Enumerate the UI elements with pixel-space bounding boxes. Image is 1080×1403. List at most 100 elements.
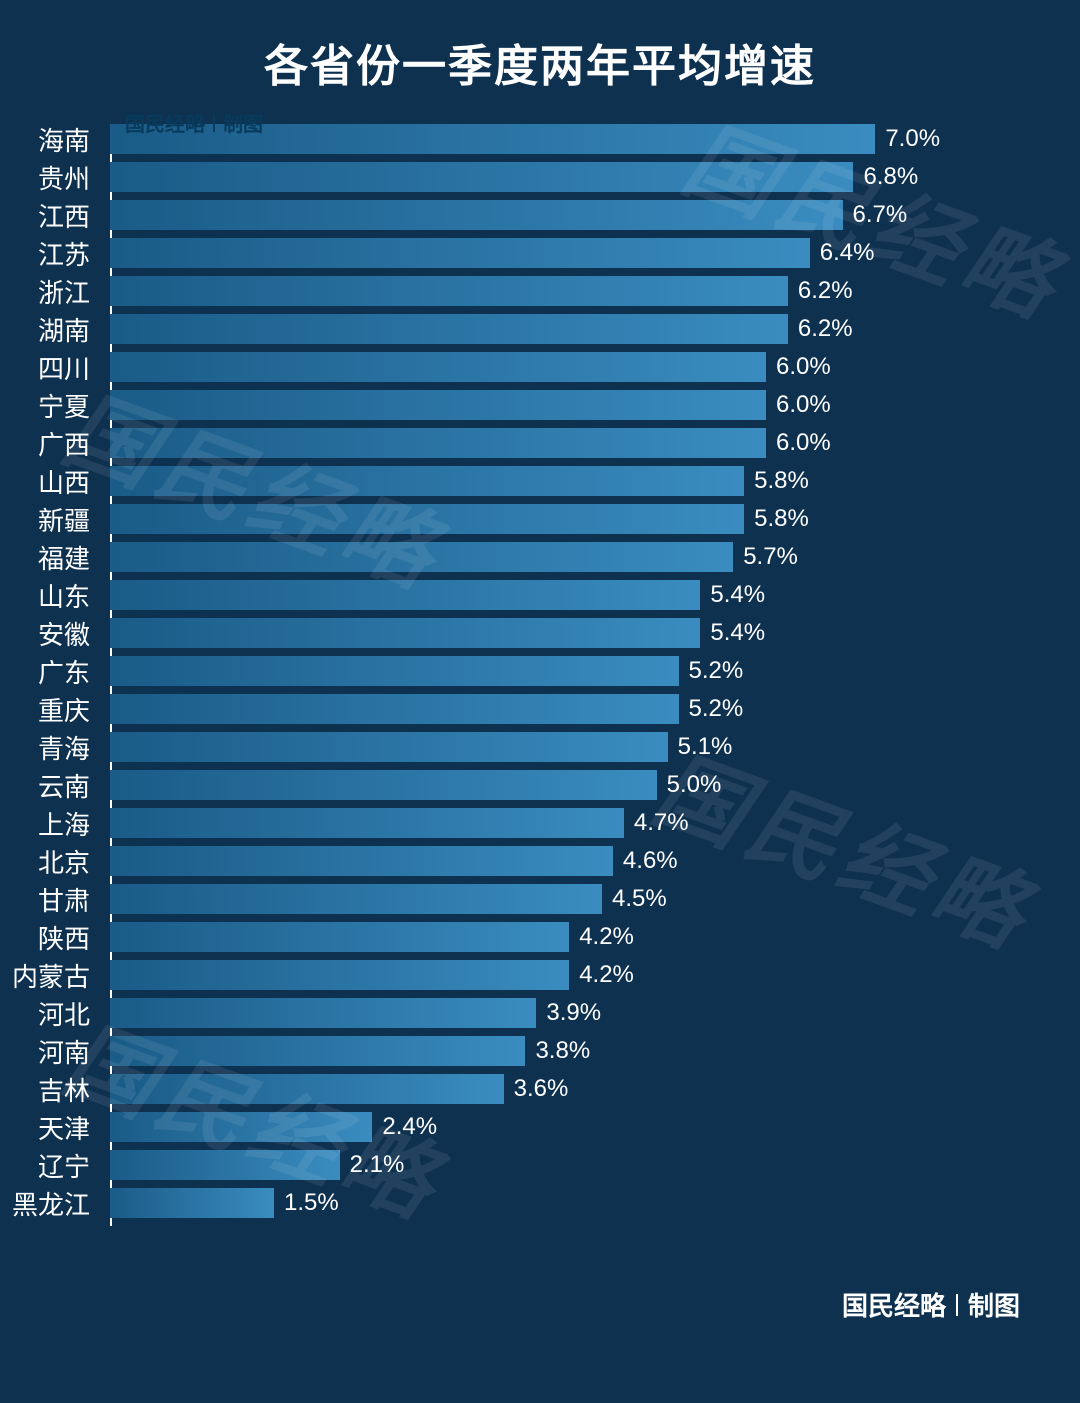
value-label: 4.6%	[613, 847, 678, 875]
value-label: 6.7%	[843, 201, 908, 229]
value-label: 4.2%	[569, 961, 634, 989]
category-label: 浙江	[0, 273, 100, 310]
bar-row: 甘肃4.5%	[110, 884, 1020, 914]
value-label: 5.7%	[733, 543, 798, 571]
category-label: 上海	[0, 805, 100, 842]
bar: 6.7%	[110, 200, 843, 230]
bar-row: 山西5.8%	[110, 466, 1020, 496]
bar: 2.4%	[110, 1112, 372, 1142]
category-label: 山西	[0, 463, 100, 500]
value-label: 6.0%	[766, 391, 831, 419]
bar: 5.2%	[110, 694, 679, 724]
value-label: 5.1%	[668, 733, 733, 761]
bar-row: 广西6.0%	[110, 428, 1020, 458]
divider	[956, 1294, 958, 1316]
credit-brand: 国民经略	[842, 1286, 946, 1323]
bar-row: 新疆5.8%	[110, 504, 1020, 534]
overlay-credit-top: 国民经略 制图	[125, 108, 263, 137]
bar: 4.2%	[110, 960, 569, 990]
category-label: 吉林	[0, 1071, 100, 1108]
bar: 3.9%	[110, 998, 536, 1028]
bars-container: 海南7.0%贵州6.8%江西6.7%江苏6.4%浙江6.2%湖南6.2%四川6.…	[110, 124, 1020, 1218]
value-label: 6.4%	[810, 239, 875, 267]
category-label: 安徽	[0, 615, 100, 652]
bar-row: 重庆5.2%	[110, 694, 1020, 724]
bar: 5.8%	[110, 466, 744, 496]
bar: 6.4%	[110, 238, 810, 268]
bar: 6.0%	[110, 428, 766, 458]
bar-row: 广东5.2%	[110, 656, 1020, 686]
bar-row: 吉林3.6%	[110, 1074, 1020, 1104]
value-label: 5.8%	[744, 467, 809, 495]
bar: 5.4%	[110, 618, 700, 648]
category-label: 辽宁	[0, 1147, 100, 1184]
bar-row: 湖南6.2%	[110, 314, 1020, 344]
bar: 5.2%	[110, 656, 679, 686]
category-label: 天津	[0, 1109, 100, 1146]
value-label: 3.8%	[525, 1037, 590, 1065]
bar: 3.6%	[110, 1074, 504, 1104]
category-label: 宁夏	[0, 387, 100, 424]
bar-row: 宁夏6.0%	[110, 390, 1020, 420]
bar-row: 黑龙江1.5%	[110, 1188, 1020, 1218]
bar-row: 河南3.8%	[110, 1036, 1020, 1066]
bar-row: 贵州6.8%	[110, 162, 1020, 192]
bar-row: 河北3.9%	[110, 998, 1020, 1028]
overlay-action: 制图	[223, 108, 263, 137]
divider	[213, 114, 215, 132]
value-label: 6.2%	[788, 277, 853, 305]
category-label: 甘肃	[0, 881, 100, 918]
category-label: 福建	[0, 539, 100, 576]
bar-row: 福建5.7%	[110, 542, 1020, 572]
category-label: 江西	[0, 197, 100, 234]
value-label: 1.5%	[274, 1189, 339, 1217]
chart-container: 各省份一季度两年平均增速 海南7.0%贵州6.8%江西6.7%江苏6.4%浙江6…	[0, 0, 1080, 1403]
category-label: 江苏	[0, 235, 100, 272]
value-label: 5.8%	[744, 505, 809, 533]
bar: 4.2%	[110, 922, 569, 952]
value-label: 3.6%	[504, 1075, 569, 1103]
value-label: 2.1%	[340, 1151, 405, 1179]
value-label: 7.0%	[875, 125, 940, 153]
bar-row: 浙江6.2%	[110, 276, 1020, 306]
value-label: 5.2%	[679, 657, 744, 685]
value-label: 6.2%	[788, 315, 853, 343]
bar: 4.7%	[110, 808, 624, 838]
category-label: 青海	[0, 729, 100, 766]
category-label: 贵州	[0, 159, 100, 196]
bar-row: 上海4.7%	[110, 808, 1020, 838]
bar: 6.2%	[110, 276, 788, 306]
category-label: 黑龙江	[0, 1185, 100, 1222]
value-label: 5.4%	[700, 619, 765, 647]
category-label: 广东	[0, 653, 100, 690]
value-label: 6.0%	[766, 429, 831, 457]
bar-row: 北京4.6%	[110, 846, 1020, 876]
bar: 2.1%	[110, 1150, 340, 1180]
bar: 5.1%	[110, 732, 668, 762]
chart-area: 海南7.0%贵州6.8%江西6.7%江苏6.4%浙江6.2%湖南6.2%四川6.…	[0, 124, 1080, 1218]
category-label: 重庆	[0, 691, 100, 728]
bar-row: 江苏6.4%	[110, 238, 1020, 268]
credit-action: 制图	[968, 1286, 1020, 1323]
bar-row: 江西6.7%	[110, 200, 1020, 230]
bar-row: 内蒙古4.2%	[110, 960, 1020, 990]
bar: 6.2%	[110, 314, 788, 344]
category-label: 山东	[0, 577, 100, 614]
category-label: 广西	[0, 425, 100, 462]
bar: 1.5%	[110, 1188, 274, 1218]
value-label: 4.2%	[569, 923, 634, 951]
bar-row: 天津2.4%	[110, 1112, 1020, 1142]
category-label: 新疆	[0, 501, 100, 538]
bar: 4.5%	[110, 884, 602, 914]
bar: 5.8%	[110, 504, 744, 534]
category-label: 陕西	[0, 919, 100, 956]
value-label: 6.0%	[766, 353, 831, 381]
category-label: 河南	[0, 1033, 100, 1070]
value-label: 5.2%	[679, 695, 744, 723]
bar-row: 四川6.0%	[110, 352, 1020, 382]
bar: 6.0%	[110, 390, 766, 420]
bar-row: 山东5.4%	[110, 580, 1020, 610]
bar: 5.4%	[110, 580, 700, 610]
bar: 4.6%	[110, 846, 613, 876]
bar: 6.0%	[110, 352, 766, 382]
